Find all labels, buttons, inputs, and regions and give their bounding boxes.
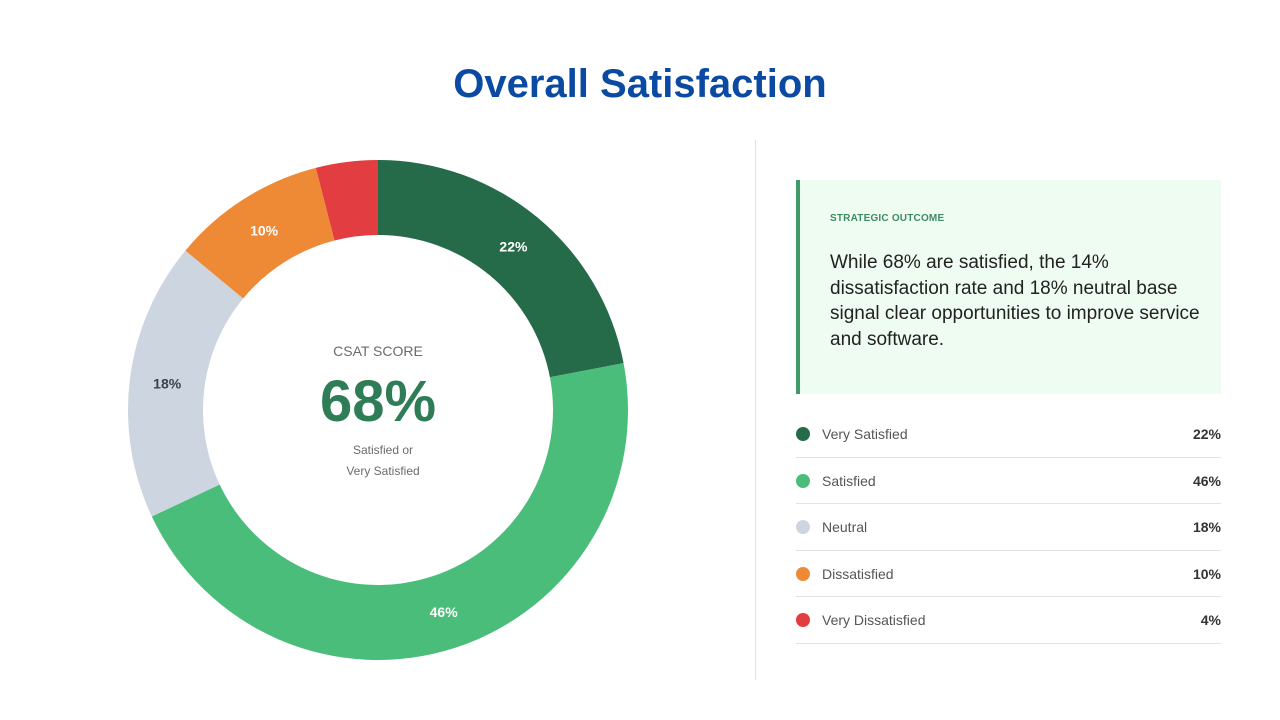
legend-item: Very Satisfied 22% (796, 411, 1221, 458)
legend-value: 4% (1200, 612, 1221, 628)
page-title: Overall Satisfaction (453, 62, 827, 106)
legend-dot-icon (796, 473, 810, 488)
legend-value: 18% (1192, 519, 1221, 535)
legend-value: 10% (1192, 565, 1221, 582)
callout-text: While 68% are satisfied, the 14% dissati… (830, 252, 1200, 350)
legend-value: 22% (1192, 426, 1221, 442)
vertical-divider (755, 140, 756, 680)
donut-slice-very-dissatisfied (315, 160, 378, 241)
csat-subtitle-line1: Satisfied or (352, 443, 414, 457)
csat-score-value: 68% (319, 369, 437, 434)
legend-dot-icon (796, 520, 810, 534)
legend-value: 46% (1192, 472, 1221, 489)
legend-label: Very Satisfied (822, 426, 908, 442)
donut-slice-very-satisfied (378, 160, 624, 378)
donut-chart: 22% 46% 18% 10% (127, 160, 629, 661)
csat-subtitle-line2: Very Satisfied (346, 464, 420, 478)
donut-slice-satisfied (151, 363, 629, 661)
csat-score-subtitle: Satisfied or Very Satisfied (333, 440, 433, 482)
legend-label: Very Dissatisfied (822, 612, 926, 628)
legend-label: Neutral (822, 519, 868, 535)
legend-dot-icon (796, 566, 810, 581)
legend-dot-icon (796, 427, 810, 441)
callout-kicker: STRATEGIC OUTCOME (830, 213, 945, 224)
legend-item: Very Dissatisfied 4% (796, 597, 1221, 644)
legend-dot-icon (796, 613, 810, 627)
legend-label: Dissatisfied (822, 565, 894, 582)
donut-slice-label: 18% (153, 375, 182, 391)
legend: Very Satisfied 22% Satisfied 46% Neutral… (796, 411, 1221, 644)
strategic-outcome-callout: STRATEGIC OUTCOME While 68% are satisfie… (796, 180, 1221, 394)
donut-slice-label: 10% (250, 223, 279, 239)
csat-score-label: CSAT SCORE (333, 343, 423, 359)
legend-item: Neutral 18% (796, 504, 1221, 551)
donut-slice-neutral (127, 250, 244, 517)
donut-slice-dissatisfied (185, 167, 335, 299)
legend-item: Satisfied 46% (796, 458, 1221, 504)
donut-slice-label: 46% (430, 604, 459, 620)
legend-item: Dissatisfied 10% (796, 551, 1221, 597)
legend-label: Satisfied (822, 472, 876, 489)
donut-slice-label: 22% (499, 238, 528, 254)
